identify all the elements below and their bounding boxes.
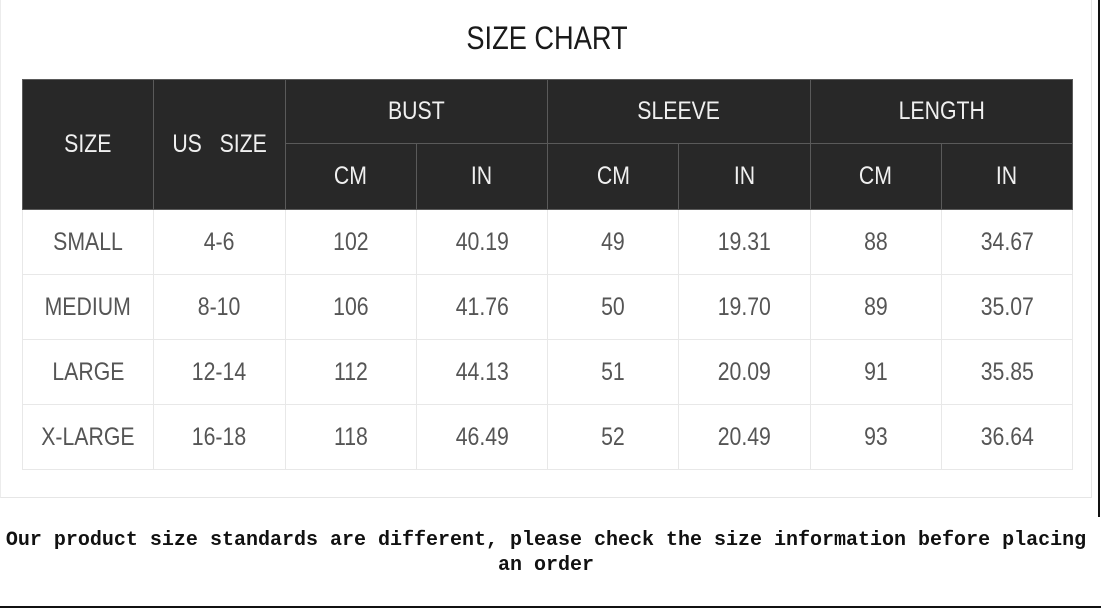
size-note: Our product size standards are different… bbox=[5, 529, 1087, 577]
table-cell: 52 bbox=[546, 404, 680, 470]
header-bust: BUST bbox=[284, 79, 548, 144]
table-cell: 49 bbox=[546, 209, 680, 275]
size-chart-image: SIZE CHART SIZE US SIZE BUST SLEEVE LENG… bbox=[0, 0, 1092, 498]
table-cell: MEDIUM bbox=[21, 274, 155, 340]
header-unit: IN bbox=[678, 143, 811, 210]
table-cell: 51 bbox=[546, 339, 680, 405]
table-cell: 118 bbox=[284, 404, 417, 470]
header-unit: IN bbox=[415, 143, 549, 210]
header-unit: CM bbox=[284, 143, 417, 210]
table-cell: 35.07 bbox=[940, 274, 1074, 340]
border-line bbox=[0, 606, 1101, 608]
table-cell: 19.31 bbox=[678, 209, 811, 275]
table-cell: 12-14 bbox=[153, 339, 286, 405]
table-cell: 106 bbox=[284, 274, 417, 340]
table-cell: 50 bbox=[546, 274, 680, 340]
table-cell: 40.19 bbox=[415, 209, 549, 275]
table-row: SMALL 4-6 102 40.19 49 19.31 88 34.67 bbox=[21, 209, 1074, 275]
size-table: SIZE US SIZE BUST SLEEVE LENGTH CM IN CM… bbox=[21, 79, 1074, 470]
table-cell: 16-18 bbox=[153, 404, 286, 470]
table-cell: 91 bbox=[809, 339, 942, 405]
table-cell: 46.49 bbox=[415, 404, 549, 470]
chart-title: SIZE CHART bbox=[466, 20, 628, 56]
table-cell: 112 bbox=[284, 339, 417, 405]
table-cell: LARGE bbox=[21, 339, 155, 405]
table-cell: 88 bbox=[809, 209, 942, 275]
table-cell: 8-10 bbox=[153, 274, 286, 340]
header-unit: CM bbox=[546, 143, 680, 210]
table-cell: 34.67 bbox=[940, 209, 1074, 275]
table-cell: 41.76 bbox=[415, 274, 549, 340]
table-cell: 35.85 bbox=[940, 339, 1074, 405]
table-cell: 44.13 bbox=[415, 339, 549, 405]
header-unit: IN bbox=[940, 143, 1074, 210]
table-row: MEDIUM 8-10 106 41.76 50 19.70 89 35.07 bbox=[21, 274, 1074, 340]
header-us-size: US SIZE bbox=[153, 79, 286, 210]
table-cell: 93 bbox=[809, 404, 942, 470]
table-cell: 36.64 bbox=[940, 404, 1074, 470]
header-sleeve: SLEEVE bbox=[547, 79, 811, 144]
table-cell: SMALL bbox=[21, 209, 155, 275]
table-cell: 19.70 bbox=[678, 274, 811, 340]
header-size: SIZE bbox=[21, 79, 155, 210]
header-length: LENGTH bbox=[809, 79, 1073, 144]
table-cell: 4-6 bbox=[153, 209, 286, 275]
table-cell: X-LARGE bbox=[21, 404, 155, 470]
header-unit: CM bbox=[809, 143, 942, 210]
table-cell: 20.49 bbox=[678, 404, 811, 470]
table-cell: 20.09 bbox=[678, 339, 811, 405]
table-row: X-LARGE 16-18 118 46.49 52 20.49 93 36.64 bbox=[21, 404, 1074, 470]
table-cell: 89 bbox=[809, 274, 942, 340]
table-cell: 102 bbox=[284, 209, 417, 275]
table-row: LARGE 12-14 112 44.13 51 20.09 91 35.85 bbox=[21, 339, 1074, 405]
border-line bbox=[1098, 0, 1100, 517]
